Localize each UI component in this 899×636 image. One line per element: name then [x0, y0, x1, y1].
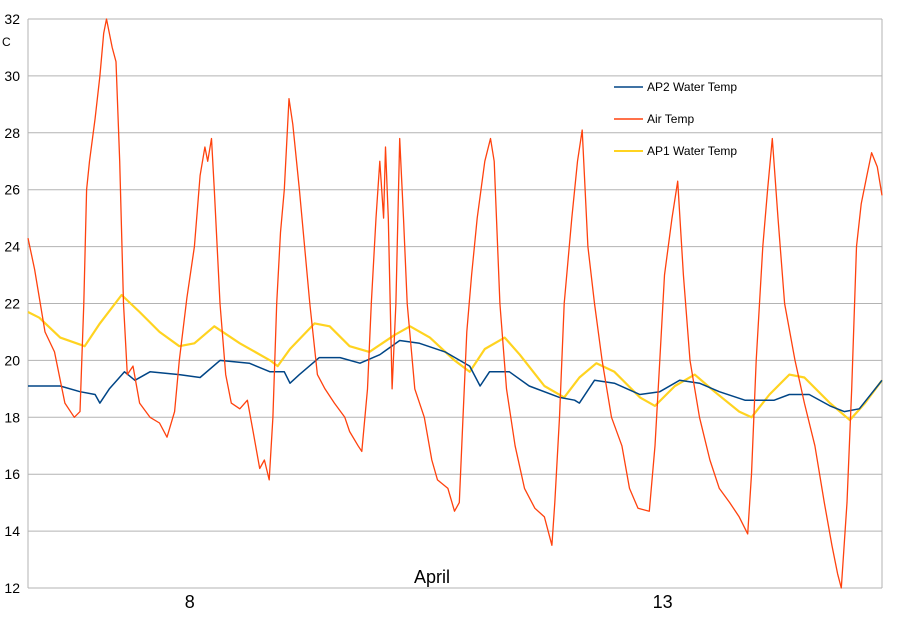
x-axis-label: April	[414, 567, 450, 587]
x-axis-ticks: 8 13	[185, 592, 673, 612]
x-tick-label: 13	[653, 592, 673, 612]
series-line-ap2-water-temp	[28, 339, 883, 413]
y-tick-label: 20	[4, 352, 20, 368]
gridlines	[27, 18, 883, 589]
series-line-air-temp	[27, 18, 883, 589]
legend-label: AP2 Water Temp	[647, 80, 737, 94]
y-tick-label: 12	[4, 580, 20, 596]
y-axis-ticks: 12 14 16 18 20 22 24 26 28 30 32	[4, 11, 20, 596]
y-tick-label: 28	[4, 125, 20, 141]
x-tick-label: 8	[185, 592, 195, 612]
y-tick-label: 16	[4, 466, 20, 482]
y-tick-label: 30	[4, 68, 20, 84]
y-tick-label: 14	[4, 523, 20, 539]
legend-label: AP1 Water Temp	[647, 144, 737, 158]
y-tick-label: 24	[4, 239, 20, 255]
y-axis-label: C	[2, 35, 11, 49]
y-tick-label: 22	[4, 296, 20, 312]
y-tick-label: 18	[4, 409, 20, 425]
legend-label: Air Temp	[647, 112, 694, 126]
y-tick-label: 26	[4, 182, 20, 198]
y-tick-label: 32	[4, 11, 20, 27]
legend: AP2 Water Temp Air Temp AP1 Water Temp	[614, 80, 737, 158]
series-line-ap1-water-temp	[27, 293, 883, 422]
series-lines	[27, 18, 883, 589]
